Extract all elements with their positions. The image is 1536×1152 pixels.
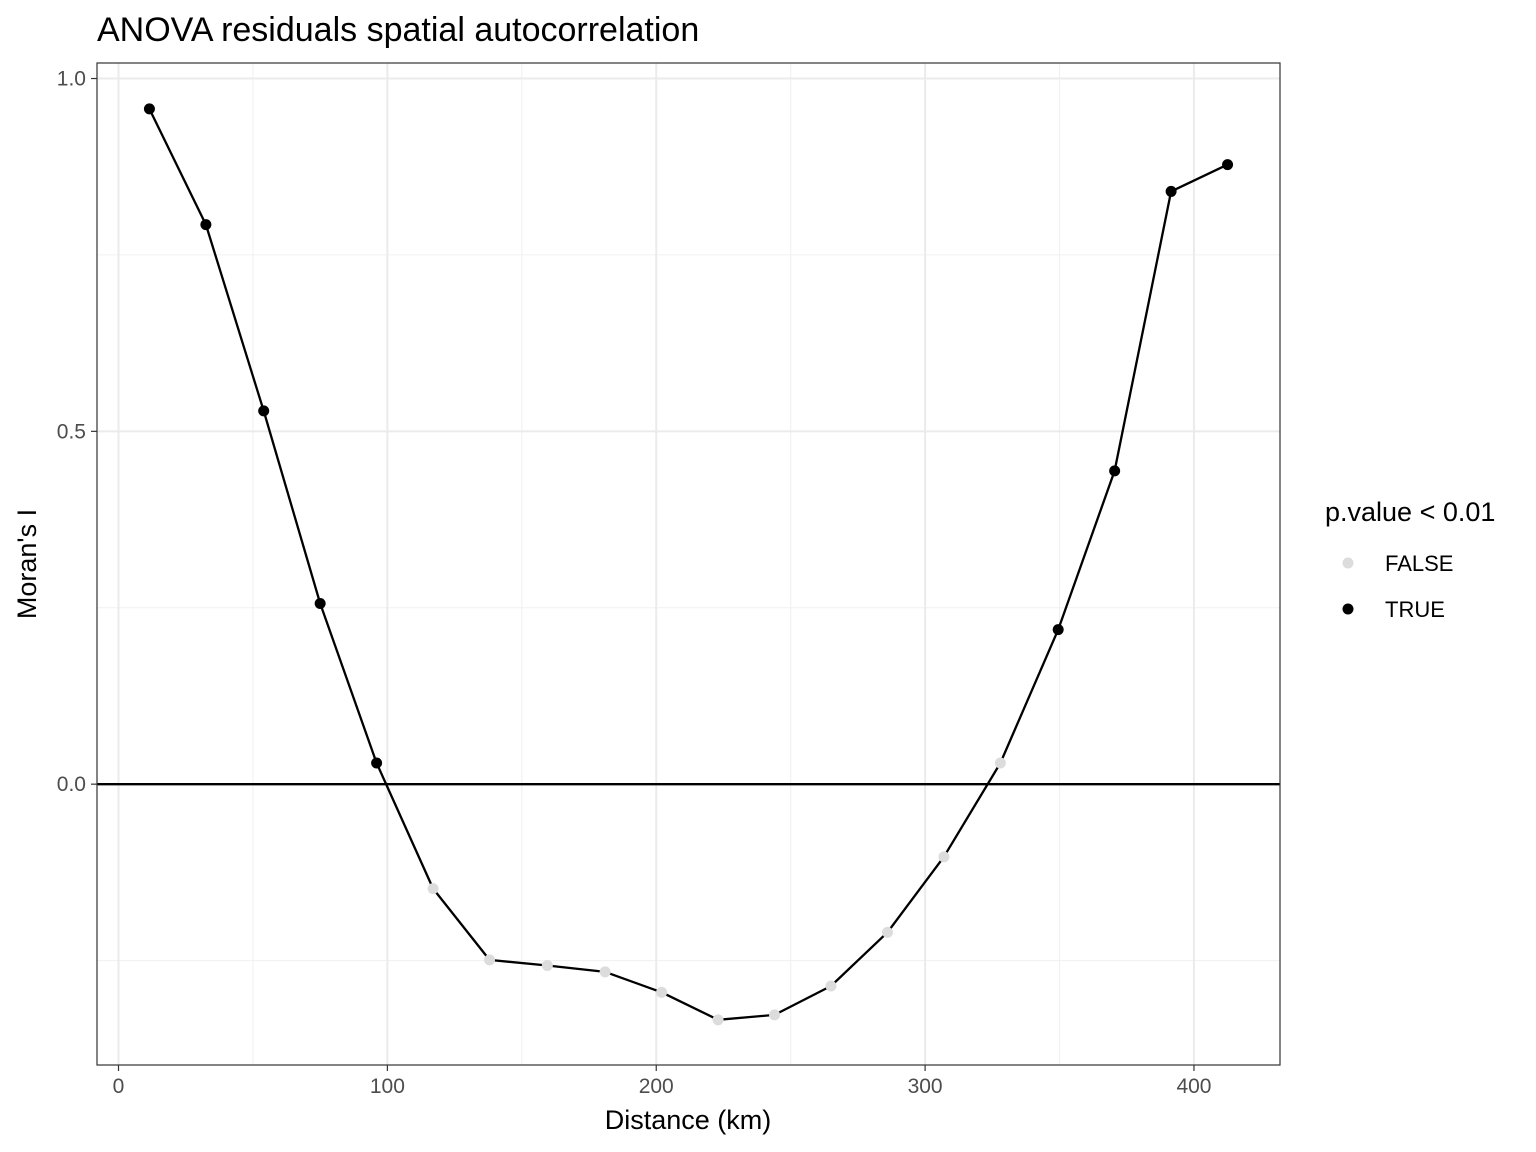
data-point-significant	[1109, 465, 1121, 477]
legend-key-true	[1342, 603, 1354, 615]
data-point-significant	[371, 757, 383, 769]
data-point-significant	[258, 405, 270, 417]
plot-panel-border	[96, 62, 1281, 1066]
data-point-significant	[1222, 159, 1234, 171]
data-point-not-significant	[656, 986, 668, 998]
data-point-not-significant	[599, 966, 611, 978]
y-axis-title: Moran's I	[12, 509, 42, 619]
y-tick-label: 0.5	[57, 420, 86, 443]
legend-title: p.value < 0.01	[1325, 497, 1495, 527]
data-point-significant	[200, 219, 212, 231]
data-point-not-significant	[938, 851, 950, 863]
data-point-significant	[314, 598, 326, 610]
data-point-significant	[143, 103, 155, 115]
moran-i-line	[148, 108, 1229, 1021]
legend-label-true: TRUE	[1385, 597, 1445, 622]
y-tick-label: 0.0	[57, 773, 86, 796]
x-tick-label: 0	[113, 1075, 125, 1098]
x-tick-label: 300	[908, 1075, 943, 1098]
data-point-significant	[1165, 185, 1177, 197]
data-point-not-significant	[541, 960, 553, 972]
x-tick-label: 400	[1176, 1075, 1211, 1098]
chart-title: ANOVA residuals spatial autocorrelation	[97, 11, 699, 49]
data-point-not-significant	[881, 926, 893, 938]
legend-label-false: FALSE	[1385, 551, 1453, 576]
legend: p.value < 0.01 FALSE TRUE	[1325, 497, 1495, 622]
data-point-not-significant	[484, 954, 496, 966]
data-point-not-significant	[769, 1009, 781, 1021]
data-point-significant	[1052, 624, 1064, 636]
x-tick-label: 200	[639, 1075, 674, 1098]
data-point-not-significant	[712, 1014, 724, 1026]
data-point-not-significant	[994, 757, 1006, 769]
x-axis-title: Distance (km)	[605, 1105, 772, 1135]
legend-key-false	[1342, 557, 1354, 569]
points-layer	[143, 103, 1234, 1026]
data-point-not-significant	[427, 883, 439, 895]
axis-layer: 0 100 200 300 400 0.0 0.5 1.0	[57, 68, 1212, 1098]
y-tick-label: 1.0	[57, 68, 86, 91]
data-point-not-significant	[825, 980, 837, 992]
x-tick-label: 100	[370, 1075, 405, 1098]
series-layer	[148, 108, 1229, 1021]
